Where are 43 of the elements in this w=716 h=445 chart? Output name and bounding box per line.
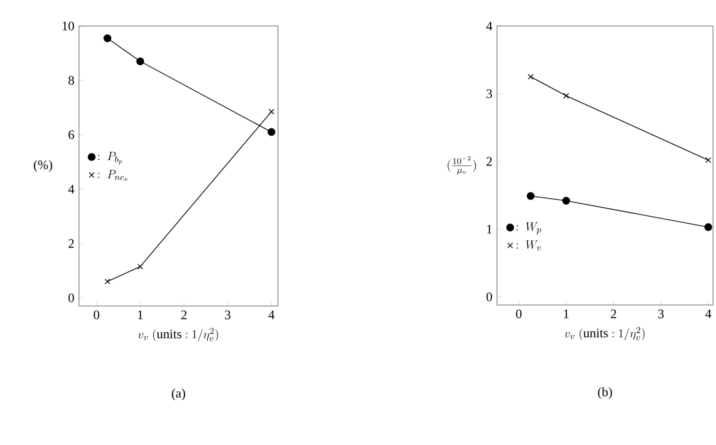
- y-axis-title: (%): [34, 160, 52, 172]
- x-tick-label: 2: [610, 310, 616, 318]
- point: [268, 108, 274, 114]
- y-tick-label: 4: [68, 184, 74, 194]
- x-tick-label: 1: [564, 310, 569, 318]
- x-axis-title: $v_v\ (\mathrm{units:}\ 1/\eta_v^2)$: [564, 326, 644, 340]
- y-tick-label: 10: [62, 22, 74, 30]
- y-tick-label: 2: [68, 239, 74, 248]
- y-tick-label: 8: [68, 76, 74, 85]
- text: (b): [598, 387, 612, 399]
- point: [704, 223, 712, 232]
- x-tick-label: 1: [138, 310, 143, 320]
- legend-label: $:\ W_v$: [516, 240, 541, 251]
- y-tick-label: 0: [486, 292, 492, 302]
- x-tick-label: 0: [94, 310, 100, 320]
- x-tick-label: 2: [181, 310, 186, 320]
- y-axis-title: $(\frac{10^{-2}}{\mu_v})$: [448, 156, 476, 175]
- y-tick-label: 2: [486, 157, 492, 166]
- y-tick-label: 3: [486, 89, 492, 98]
- y-tick-label: 1: [487, 224, 492, 234]
- point: [104, 278, 110, 284]
- legend-label: $:\ W_p$: [516, 222, 541, 234]
- y-tick-label: 0: [68, 293, 74, 302]
- x-tick-label: 4: [268, 310, 274, 320]
- x-tick-label: 3: [658, 310, 664, 318]
- text: (a): [172, 388, 186, 400]
- point: [526, 192, 535, 200]
- point: [563, 92, 570, 99]
- x-tick-label: 3: [225, 310, 230, 320]
- point: [136, 57, 144, 66]
- y-tick-label: 4: [486, 22, 492, 30]
- point: [705, 157, 712, 163]
- point: [137, 264, 144, 270]
- y-tick-label: 6: [68, 130, 74, 140]
- legend-label: $:\ P_{nc_v}$: [98, 170, 128, 182]
- point: [562, 196, 570, 205]
- x-axis-title: $v_v\ (\mathrm{units:}\ 1/\eta_v^2)$: [138, 328, 218, 342]
- point: [268, 128, 276, 136]
- point: [104, 34, 112, 42]
- x-tick-label: 0: [516, 310, 522, 318]
- legend-label: $:\ P_{b_p}$: [98, 152, 122, 164]
- x-tick-label: 4: [705, 310, 712, 318]
- point: [528, 74, 534, 80]
